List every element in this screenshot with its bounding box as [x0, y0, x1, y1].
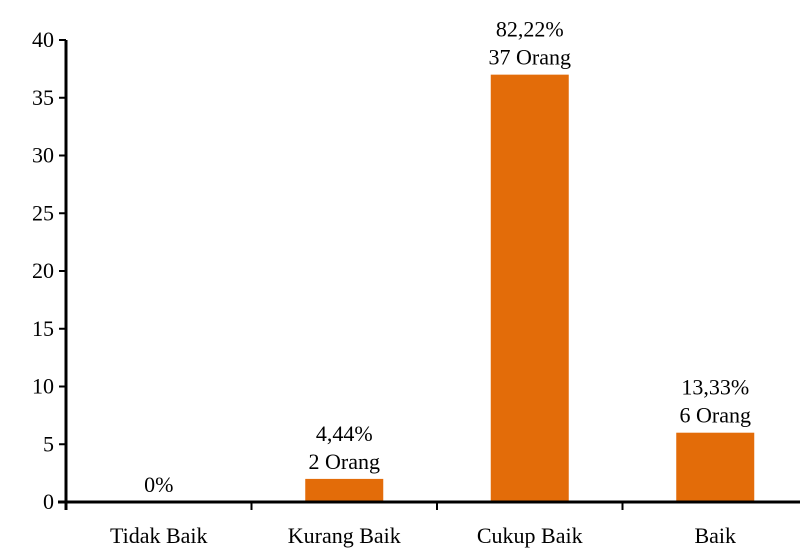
- data-label: 13,33%: [681, 375, 749, 400]
- data-labels: 0% 4,44% 2 Orang 82,22% 37 Orang 13,33% 6 Oran…: [144, 17, 751, 497]
- bar: [676, 432, 755, 502]
- y-tick-label: 35: [32, 85, 54, 110]
- y-tick-label: 20: [32, 258, 54, 283]
- x-category-label: Tidak Baik: [110, 523, 208, 548]
- x-category-label: Baik: [694, 523, 736, 548]
- y-tick-label: 40: [32, 27, 54, 52]
- y-axis-ticks: 0 5 10 15 20 25 30 35 40: [32, 27, 66, 514]
- bars: [305, 74, 755, 503]
- bar: [490, 74, 569, 503]
- y-tick-label: 0: [43, 489, 54, 514]
- y-tick-label: 30: [32, 143, 54, 168]
- data-label: 0%: [144, 472, 173, 497]
- data-label: 2 Orang: [309, 449, 380, 474]
- y-tick-label: 5: [43, 431, 54, 456]
- bar: [305, 478, 384, 502]
- data-label: 82,22%: [496, 17, 564, 42]
- data-label: 4,44%: [316, 421, 373, 446]
- data-label: 6 Orang: [680, 403, 751, 428]
- x-axis-ticks: Tidak Baik Kurang Baik Cukup Baik Baik: [65, 502, 736, 548]
- data-label: 37 Orang: [489, 45, 571, 70]
- y-tick-label: 10: [32, 374, 54, 399]
- x-category-label: Cukup Baik: [477, 523, 583, 548]
- y-tick-label: 15: [32, 316, 54, 341]
- y-tick-label: 25: [32, 200, 54, 225]
- x-category-label: Kurang Baik: [288, 523, 401, 548]
